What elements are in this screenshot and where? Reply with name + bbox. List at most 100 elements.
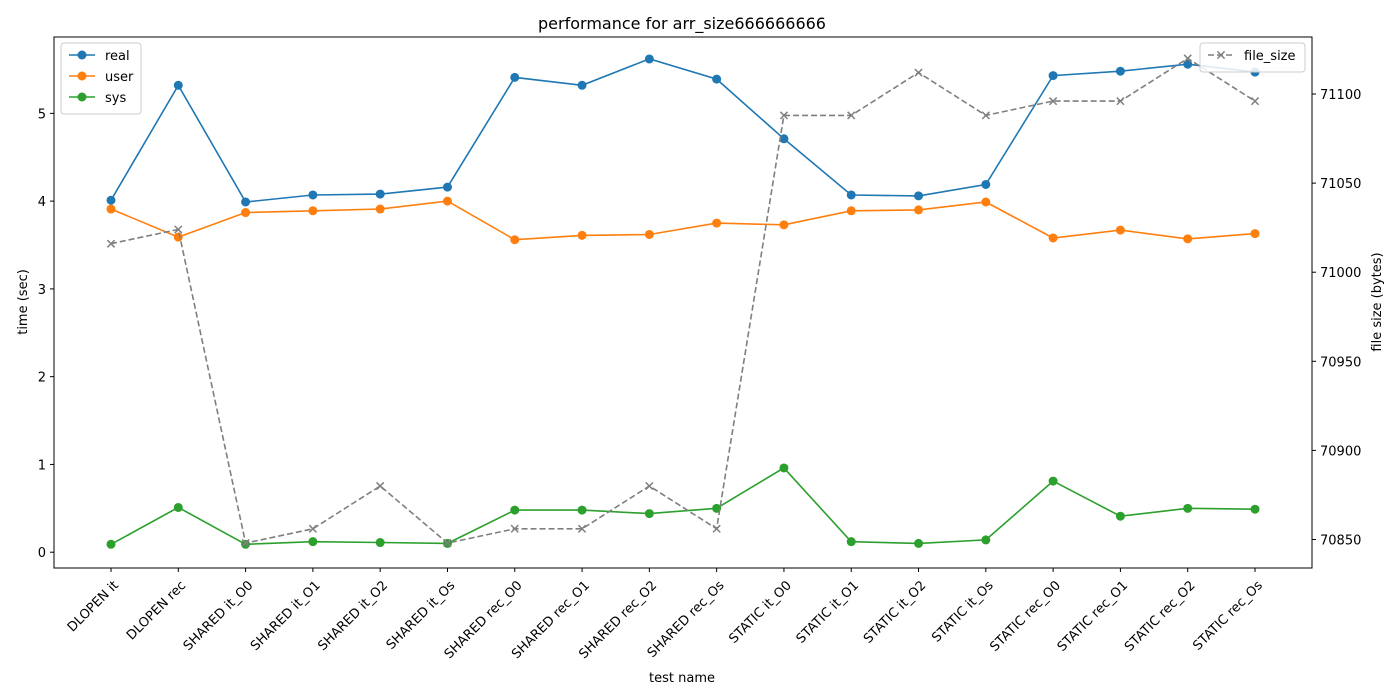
marker-stroke — [1183, 54, 1192, 63]
marker-stroke — [1250, 97, 1260, 106]
series-point-real — [577, 80, 587, 90]
series-point-sys — [779, 463, 789, 473]
series-point-sys — [981, 535, 991, 545]
series-line-sys — [110, 466, 1256, 546]
series-point-user — [1250, 229, 1260, 239]
marker-stroke — [174, 225, 183, 234]
series-point-file-size — [981, 111, 990, 120]
y2-tick-label: 71000 — [1320, 266, 1361, 281]
marker-stroke — [847, 111, 856, 120]
series-point-file-size — [1048, 97, 1058, 106]
series-point-file-size — [174, 225, 183, 234]
series-point-file-size — [376, 481, 385, 491]
marker-stroke — [106, 239, 116, 248]
series-point-real — [375, 189, 385, 199]
legend-label: real — [105, 49, 130, 64]
legend-swatch-marker — [1216, 50, 1226, 60]
series-point-file-size — [106, 239, 116, 248]
y-tick-label: 1 — [38, 458, 46, 473]
series-point-user — [644, 229, 654, 239]
marker-stroke — [577, 524, 587, 533]
series-point-user — [1183, 234, 1193, 244]
series-point-user — [173, 232, 183, 242]
series-point-sys — [914, 538, 924, 548]
legend-box — [1199, 42, 1306, 73]
marker-stroke — [645, 481, 654, 491]
series-point-user — [846, 206, 856, 216]
series-point-user — [106, 204, 116, 214]
y-tick-label: 2 — [38, 371, 46, 386]
series-point-real — [1115, 66, 1125, 76]
chart-title: performance for arr_size666666666 — [538, 14, 826, 34]
legend-label: user — [105, 70, 134, 85]
series-point-real — [779, 134, 789, 144]
series-point-user — [981, 197, 991, 207]
series-point-real — [241, 197, 251, 207]
series-point-file-size — [645, 481, 654, 491]
series-point-file-size — [241, 538, 250, 548]
marker-stroke — [981, 111, 990, 120]
series-point-file-size — [847, 111, 856, 120]
marker-stroke — [376, 481, 385, 491]
series-point-sys — [510, 505, 520, 515]
series-point-real — [914, 191, 924, 201]
marker-stroke — [1116, 97, 1125, 106]
series-line-user — [110, 200, 1256, 241]
series-point-user — [779, 220, 789, 230]
series-point-user — [375, 204, 385, 214]
y2-axis-label: file size (bytes) — [1370, 252, 1385, 351]
series-point-sys — [308, 537, 318, 547]
marker-stroke — [308, 524, 318, 533]
legend-swatch-marker — [77, 50, 87, 60]
series-point-user — [1115, 225, 1125, 235]
series-point-real — [442, 182, 452, 192]
marker-stroke — [914, 68, 923, 77]
series-point-real — [712, 74, 722, 84]
series-point-real — [106, 195, 116, 205]
series-point-file-size — [712, 524, 721, 533]
y2-tick-label: 70900 — [1320, 444, 1361, 459]
legend-right: file_size — [1199, 42, 1306, 73]
series-point-real — [846, 190, 856, 200]
marker-stroke — [241, 538, 250, 548]
y2-tick-label: 71050 — [1320, 177, 1361, 192]
series-point-user — [577, 230, 587, 240]
legend-label: file_size — [1244, 49, 1296, 64]
series-point-user — [308, 206, 318, 216]
y-axis-label: time (sec) — [16, 269, 31, 335]
series-point-real — [1048, 71, 1058, 81]
series-point-sys — [577, 505, 587, 515]
series-point-sys — [106, 539, 116, 549]
series-point-sys — [375, 538, 385, 548]
series-point-file-size — [914, 68, 923, 77]
series-point-real — [1183, 59, 1193, 69]
series-point-file-size — [577, 524, 587, 533]
y-tick-label: 0 — [38, 546, 46, 561]
marker-stroke — [1048, 97, 1058, 106]
series-point-real — [644, 54, 654, 64]
legend-left: real user sys — [60, 42, 142, 115]
series-line-real — [110, 58, 1256, 203]
y-tick-label: 3 — [38, 283, 46, 298]
series-point-file-size — [1183, 54, 1192, 63]
y2-tick-label: 70850 — [1320, 533, 1361, 548]
series-point-real — [173, 80, 183, 90]
y2-tick-label: 71100 — [1320, 88, 1361, 103]
marker-stroke — [443, 538, 452, 548]
marker-stroke — [779, 111, 789, 120]
series-point-sys — [1183, 503, 1193, 513]
series-point-sys — [1250, 504, 1260, 514]
series-point-user — [1048, 233, 1058, 243]
x-axis-label: test name — [649, 671, 715, 686]
series-point-sys — [173, 502, 183, 512]
series-point-sys — [1048, 476, 1058, 486]
series-point-user — [914, 205, 924, 215]
series-point-user — [442, 196, 452, 206]
series-point-file-size — [443, 538, 452, 548]
series-line-file-size — [110, 57, 1256, 545]
series-point-sys — [644, 509, 654, 519]
y-tick-label: 5 — [38, 107, 46, 122]
series-point-sys — [1115, 511, 1125, 521]
series-point-real — [510, 72, 520, 82]
